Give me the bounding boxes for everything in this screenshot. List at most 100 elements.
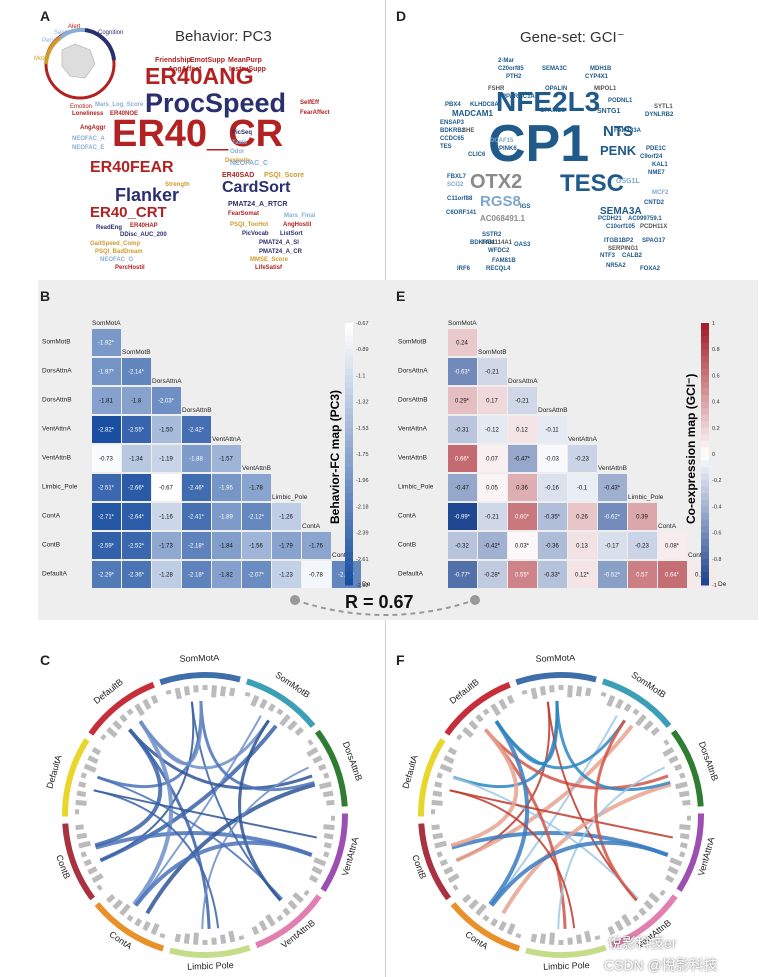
chord-histogram-bar — [276, 914, 284, 922]
heatmap-cell-value: -2.07* — [248, 573, 265, 579]
legend-alert: Alert — [68, 24, 81, 30]
chord-histogram-bar — [482, 914, 490, 922]
colorbar-segment — [345, 545, 353, 553]
colorbar-segment — [701, 381, 709, 389]
colorbar-segment — [345, 408, 353, 416]
heatmap-cell — [122, 445, 151, 472]
chord-link — [145, 782, 316, 915]
colorbar-segment — [345, 368, 353, 376]
wordcloud-term: RGS8 — [480, 193, 521, 210]
wordcloud-term: PicSeq — [232, 130, 253, 136]
heatmap-cell — [152, 474, 181, 501]
chord-link — [557, 766, 666, 929]
heatmap-cell-value: -0.11 — [545, 428, 559, 434]
chord-histogram-bar — [219, 686, 227, 697]
colorbar-tick: -1 — [712, 583, 717, 589]
heatmap-cell-value: -2.59* — [98, 544, 115, 550]
chord-histogram-bar — [80, 772, 87, 779]
chord-histogram-bar — [638, 907, 647, 917]
chord-histogram-bar — [75, 799, 87, 806]
heatmap-cell-value: -1.26 — [279, 515, 293, 521]
chord-histogram-bar — [462, 894, 472, 904]
colorbar-segment — [345, 421, 353, 429]
heatmap-cell-value: -1.50 — [159, 428, 173, 434]
chord-histogram-bar — [251, 925, 260, 936]
chord-link — [449, 789, 576, 929]
chord-histogram-bar — [318, 781, 332, 790]
chord-histogram-bar — [287, 899, 298, 910]
heatmap-row-label: VentAttnA — [42, 426, 72, 433]
heatmap-cell — [242, 503, 271, 530]
chord-link — [450, 728, 519, 848]
chord-histogram-bar — [648, 892, 660, 904]
wordcloud-term: SSTR2 — [482, 232, 502, 238]
chord-histogram-bar — [100, 733, 107, 741]
colorbar-segment — [701, 447, 709, 455]
wordcloud-term: FOXA2 — [640, 266, 661, 272]
wordcloud-term: Flanker — [115, 185, 180, 205]
heatmap-cell-value: -1.88 — [189, 457, 203, 463]
chord-diagram-coexpression: SomMotASomMotBDorsAttnBVentAttnAVentAttn… — [400, 655, 720, 972]
chord-segment-label: DorsAttnB — [341, 740, 364, 782]
heatmap-cell — [568, 532, 597, 559]
heatmap-cell-value: 0.64* — [665, 573, 680, 579]
heatmap-row-label: DorsAttnB — [398, 397, 428, 404]
heatmap-cell — [212, 445, 241, 472]
wordcloud-term: TESC — [560, 170, 625, 197]
chord-link — [449, 789, 673, 839]
heatmap-cell — [598, 532, 627, 559]
chord-segment — [169, 944, 251, 958]
chord-histogram-bar — [607, 925, 616, 936]
heatmap-coexpression: SomMotB DorsAttnA DorsAttnB VentAttnA VentAt… — [398, 320, 726, 589]
heatmap-column-label: DefaultA — [718, 581, 726, 588]
heatmap-row-label: DorsAttnB — [42, 397, 72, 404]
heatmap-cell-value: -0.23 — [635, 544, 649, 550]
heatmap-cell — [508, 474, 537, 501]
colorbar-segment — [345, 506, 353, 514]
chord-segment-label: SomMotA — [179, 655, 219, 664]
colorbar-tick: -2.39 — [356, 531, 369, 537]
chord-histogram-bar — [126, 914, 134, 922]
chord-histogram-bar — [259, 698, 268, 710]
chord-segment — [320, 813, 348, 892]
heatmap-cell — [628, 503, 657, 530]
watermark-line1: 悅影科技er — [608, 935, 677, 951]
chord-histogram-bar — [679, 851, 686, 858]
heatmap-cell — [658, 561, 687, 588]
chord-histogram-bar — [432, 790, 443, 798]
chord-segment — [670, 729, 704, 807]
colorbar-tick: -0.2 — [712, 478, 721, 484]
colorbar-segment — [345, 323, 353, 331]
heatmap-cell-value: -1.82 — [219, 573, 233, 579]
heatmap-cell-value: 0.05 — [486, 486, 498, 492]
chord-segment — [525, 944, 607, 958]
heatmap-cell-value: -0.67 — [159, 486, 173, 492]
heatmap-cell-value: -2.46* — [188, 486, 205, 492]
chord-histogram-bar — [119, 713, 128, 723]
wordcloud-term: AngAggr — [80, 125, 106, 131]
legend-motor: Motor — [34, 56, 49, 62]
chord-link — [132, 720, 174, 906]
chord-histogram-bar — [567, 685, 573, 698]
wordcloud-term: LifeSatisf — [255, 265, 283, 271]
colorbar-segment — [345, 336, 353, 344]
wordcloud-term: NFE2L3 — [496, 86, 601, 117]
heatmap-cell — [448, 474, 477, 501]
heatmap-column-label: VentAttnA — [568, 436, 598, 443]
heatmap-row-label: VentAttnB — [398, 455, 427, 462]
chord-histogram-bar — [632, 708, 640, 716]
chord-link — [594, 719, 638, 902]
heatmap-cell-value: -2.51* — [98, 486, 115, 492]
heatmap-cell — [272, 503, 301, 530]
wordcloud-term: OTX2 — [470, 171, 523, 193]
colorbar-segment — [345, 499, 353, 507]
chord-histogram-bar — [119, 903, 131, 916]
colorbar-segment — [701, 375, 709, 383]
colorbar-label: Co-expression map (GCI⁻) — [684, 374, 698, 524]
heatmap-column-label: VentAttnA — [212, 436, 242, 443]
panel-letter-c: C — [40, 652, 51, 668]
heatmap-cell-value: -2.66* — [128, 486, 145, 492]
chord-histogram-bar — [621, 913, 632, 927]
wordcloud-term: AngAffect — [168, 66, 202, 73]
wordcloud-term: DCAF15 — [490, 138, 514, 144]
